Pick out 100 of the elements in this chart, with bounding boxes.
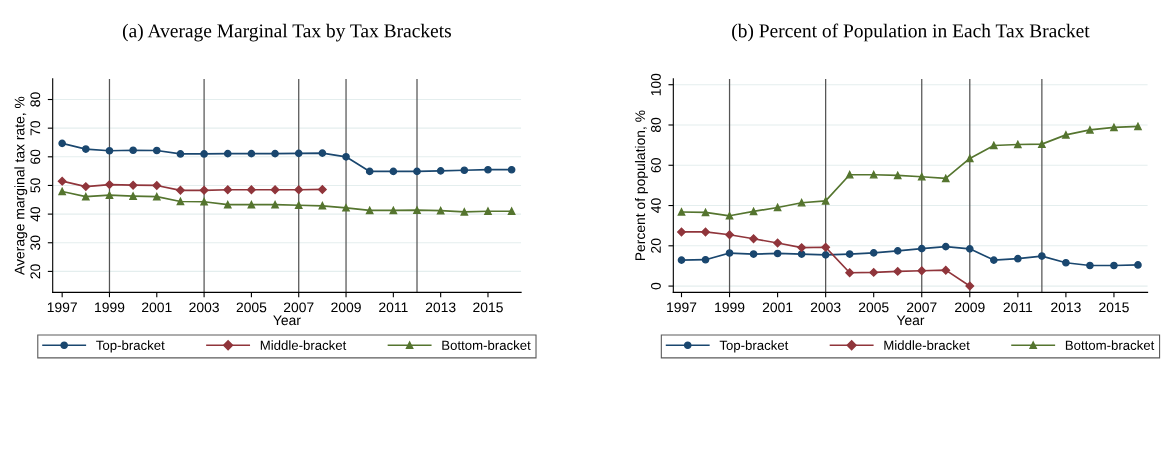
point — [941, 242, 950, 251]
point — [677, 227, 686, 237]
point — [484, 207, 492, 216]
x-axis-title: Year — [896, 315, 925, 326]
x-tick-label: 2011 — [1003, 302, 1033, 313]
y-tick-label: 30 — [30, 235, 41, 250]
point — [773, 203, 782, 212]
legend-label: Top-bracket — [96, 340, 165, 353]
x-tick-label: 2001 — [142, 302, 172, 313]
x-tick-label: 2013 — [425, 302, 456, 313]
point — [223, 149, 232, 158]
point — [965, 154, 974, 163]
legend-label: Middle-bracket — [260, 340, 347, 350]
point — [105, 146, 114, 155]
legend-label: Bottom-bracket — [1065, 340, 1155, 350]
point — [917, 266, 927, 276]
point — [128, 180, 138, 190]
x-tick-label: 2015 — [473, 302, 503, 313]
point — [436, 167, 445, 175]
y-tick-label: 40 — [30, 206, 41, 222]
x-tick-label: 2003 — [810, 302, 841, 313]
point — [58, 139, 66, 148]
point — [81, 192, 90, 201]
point — [105, 191, 114, 200]
point — [484, 165, 492, 174]
x-tick-label: 2013 — [1051, 302, 1081, 313]
point — [725, 249, 734, 257]
point — [81, 182, 91, 192]
point — [318, 201, 327, 210]
point — [845, 268, 855, 278]
x-tick-label: 2009 — [955, 302, 985, 313]
x-tick-label: 2007 — [907, 302, 937, 313]
point — [247, 200, 256, 209]
x-tick-label: 2001 — [762, 302, 793, 313]
point — [200, 150, 208, 158]
point — [749, 234, 758, 244]
point — [413, 167, 421, 176]
x-tick-label: 1997 — [47, 302, 77, 313]
point — [105, 180, 114, 190]
point — [725, 211, 734, 220]
y-tick-label: 100 — [651, 73, 661, 96]
point — [271, 200, 279, 209]
point — [176, 185, 185, 195]
point — [917, 172, 926, 181]
point — [869, 267, 879, 277]
point — [57, 176, 67, 186]
point — [317, 185, 327, 194]
point — [821, 242, 831, 252]
legend-label: Top-bracket — [719, 340, 789, 353]
x-tick-label: 2005 — [858, 302, 889, 313]
point — [821, 197, 830, 205]
point — [318, 149, 327, 157]
point — [749, 207, 758, 216]
point — [701, 208, 710, 217]
point — [1134, 122, 1142, 131]
y-tick-label: 20 — [30, 264, 41, 279]
point — [247, 149, 256, 158]
point — [129, 146, 137, 155]
x-tick-label: 2005 — [236, 302, 267, 313]
point — [701, 227, 710, 237]
point — [965, 245, 974, 253]
point — [677, 208, 686, 216]
point — [81, 145, 90, 153]
point — [389, 167, 398, 176]
point — [1110, 123, 1118, 132]
x-tick-label: 1999 — [715, 302, 745, 313]
point — [342, 203, 350, 212]
point — [342, 152, 350, 161]
x-tick-label: 2011 — [379, 302, 408, 313]
point — [58, 187, 66, 196]
point — [1086, 261, 1094, 270]
point — [1062, 258, 1070, 267]
y-tick-label: 60 — [651, 158, 661, 173]
y-tick-label: 80 — [30, 92, 41, 107]
point — [129, 192, 137, 200]
point — [941, 265, 951, 275]
point — [845, 170, 854, 179]
point — [797, 250, 806, 258]
point — [223, 185, 233, 195]
x-tick-label: 2015 — [1099, 302, 1129, 313]
point — [821, 251, 830, 259]
point — [271, 149, 279, 158]
y-axis-title: Percent of population, % — [634, 110, 648, 261]
point — [1086, 126, 1094, 134]
point — [893, 247, 902, 255]
point — [436, 206, 445, 215]
y-tick-label: 50 — [30, 178, 41, 193]
point — [989, 256, 998, 264]
point — [773, 238, 783, 248]
point — [294, 149, 303, 158]
point — [1134, 261, 1142, 269]
y-tick-label: 60 — [30, 149, 41, 164]
point — [152, 146, 161, 155]
point — [869, 249, 878, 257]
point — [246, 185, 256, 195]
point — [199, 185, 209, 195]
point — [869, 170, 878, 179]
point — [460, 207, 469, 216]
chart-title: (b) Percent of Population in Each Tax Bracket — [732, 23, 1090, 42]
y-tick-label: 40 — [651, 198, 661, 213]
